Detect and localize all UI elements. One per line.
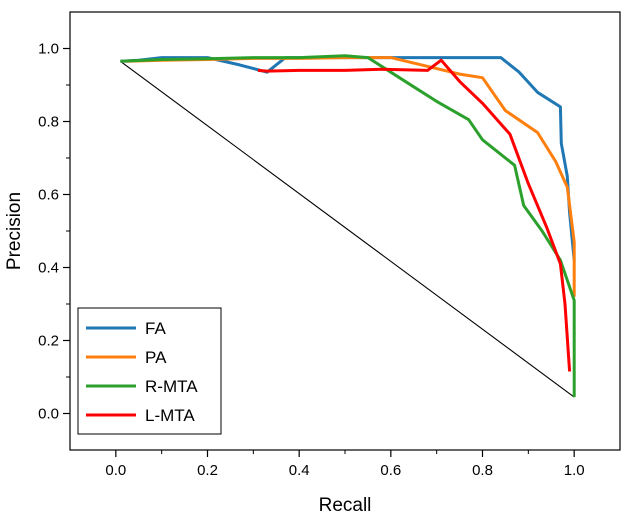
legend-label-l-mta: L-MTA — [145, 406, 195, 425]
series-line-pa — [124, 56, 576, 297]
x-tick-label: 0.6 — [380, 462, 401, 479]
x-tick-label: 0.2 — [197, 462, 218, 479]
y-tick-label: 0.4 — [38, 260, 59, 277]
legend: FA PA R-MTA L-MTA — [77, 307, 222, 435]
y-axis-title: Precision — [4, 192, 25, 270]
series-line-r-mta — [120, 54, 576, 398]
legend-label-pa: PA — [145, 348, 167, 367]
x-axis-title: Recall — [319, 495, 372, 516]
x-tick-label: 0.4 — [289, 462, 310, 479]
y-tick-label: 0.6 — [38, 187, 59, 204]
series-line-l-mta — [257, 58, 572, 372]
plot-area — [120, 54, 576, 398]
y-tick-label: 0.0 — [38, 406, 59, 423]
reference-diagonal-line — [120, 60, 575, 398]
legend-label-r-mta: R-MTA — [145, 377, 198, 396]
axes: 0.0 0.2 0.4 0.6 0.8 1.0 0.0 0.2 0.4 0.6 0.8 1.0 — [38, 41, 584, 480]
y-tick-label: 0.8 — [38, 114, 59, 131]
y-tick-label: 1.0 — [38, 41, 59, 58]
x-tick-label: 0.0 — [105, 462, 126, 479]
legend-label-fa: FA — [145, 319, 166, 338]
x-tick-label: 0.8 — [472, 462, 493, 479]
x-tick-label: 1.0 — [564, 462, 585, 479]
y-tick-label: 0.2 — [38, 333, 59, 350]
